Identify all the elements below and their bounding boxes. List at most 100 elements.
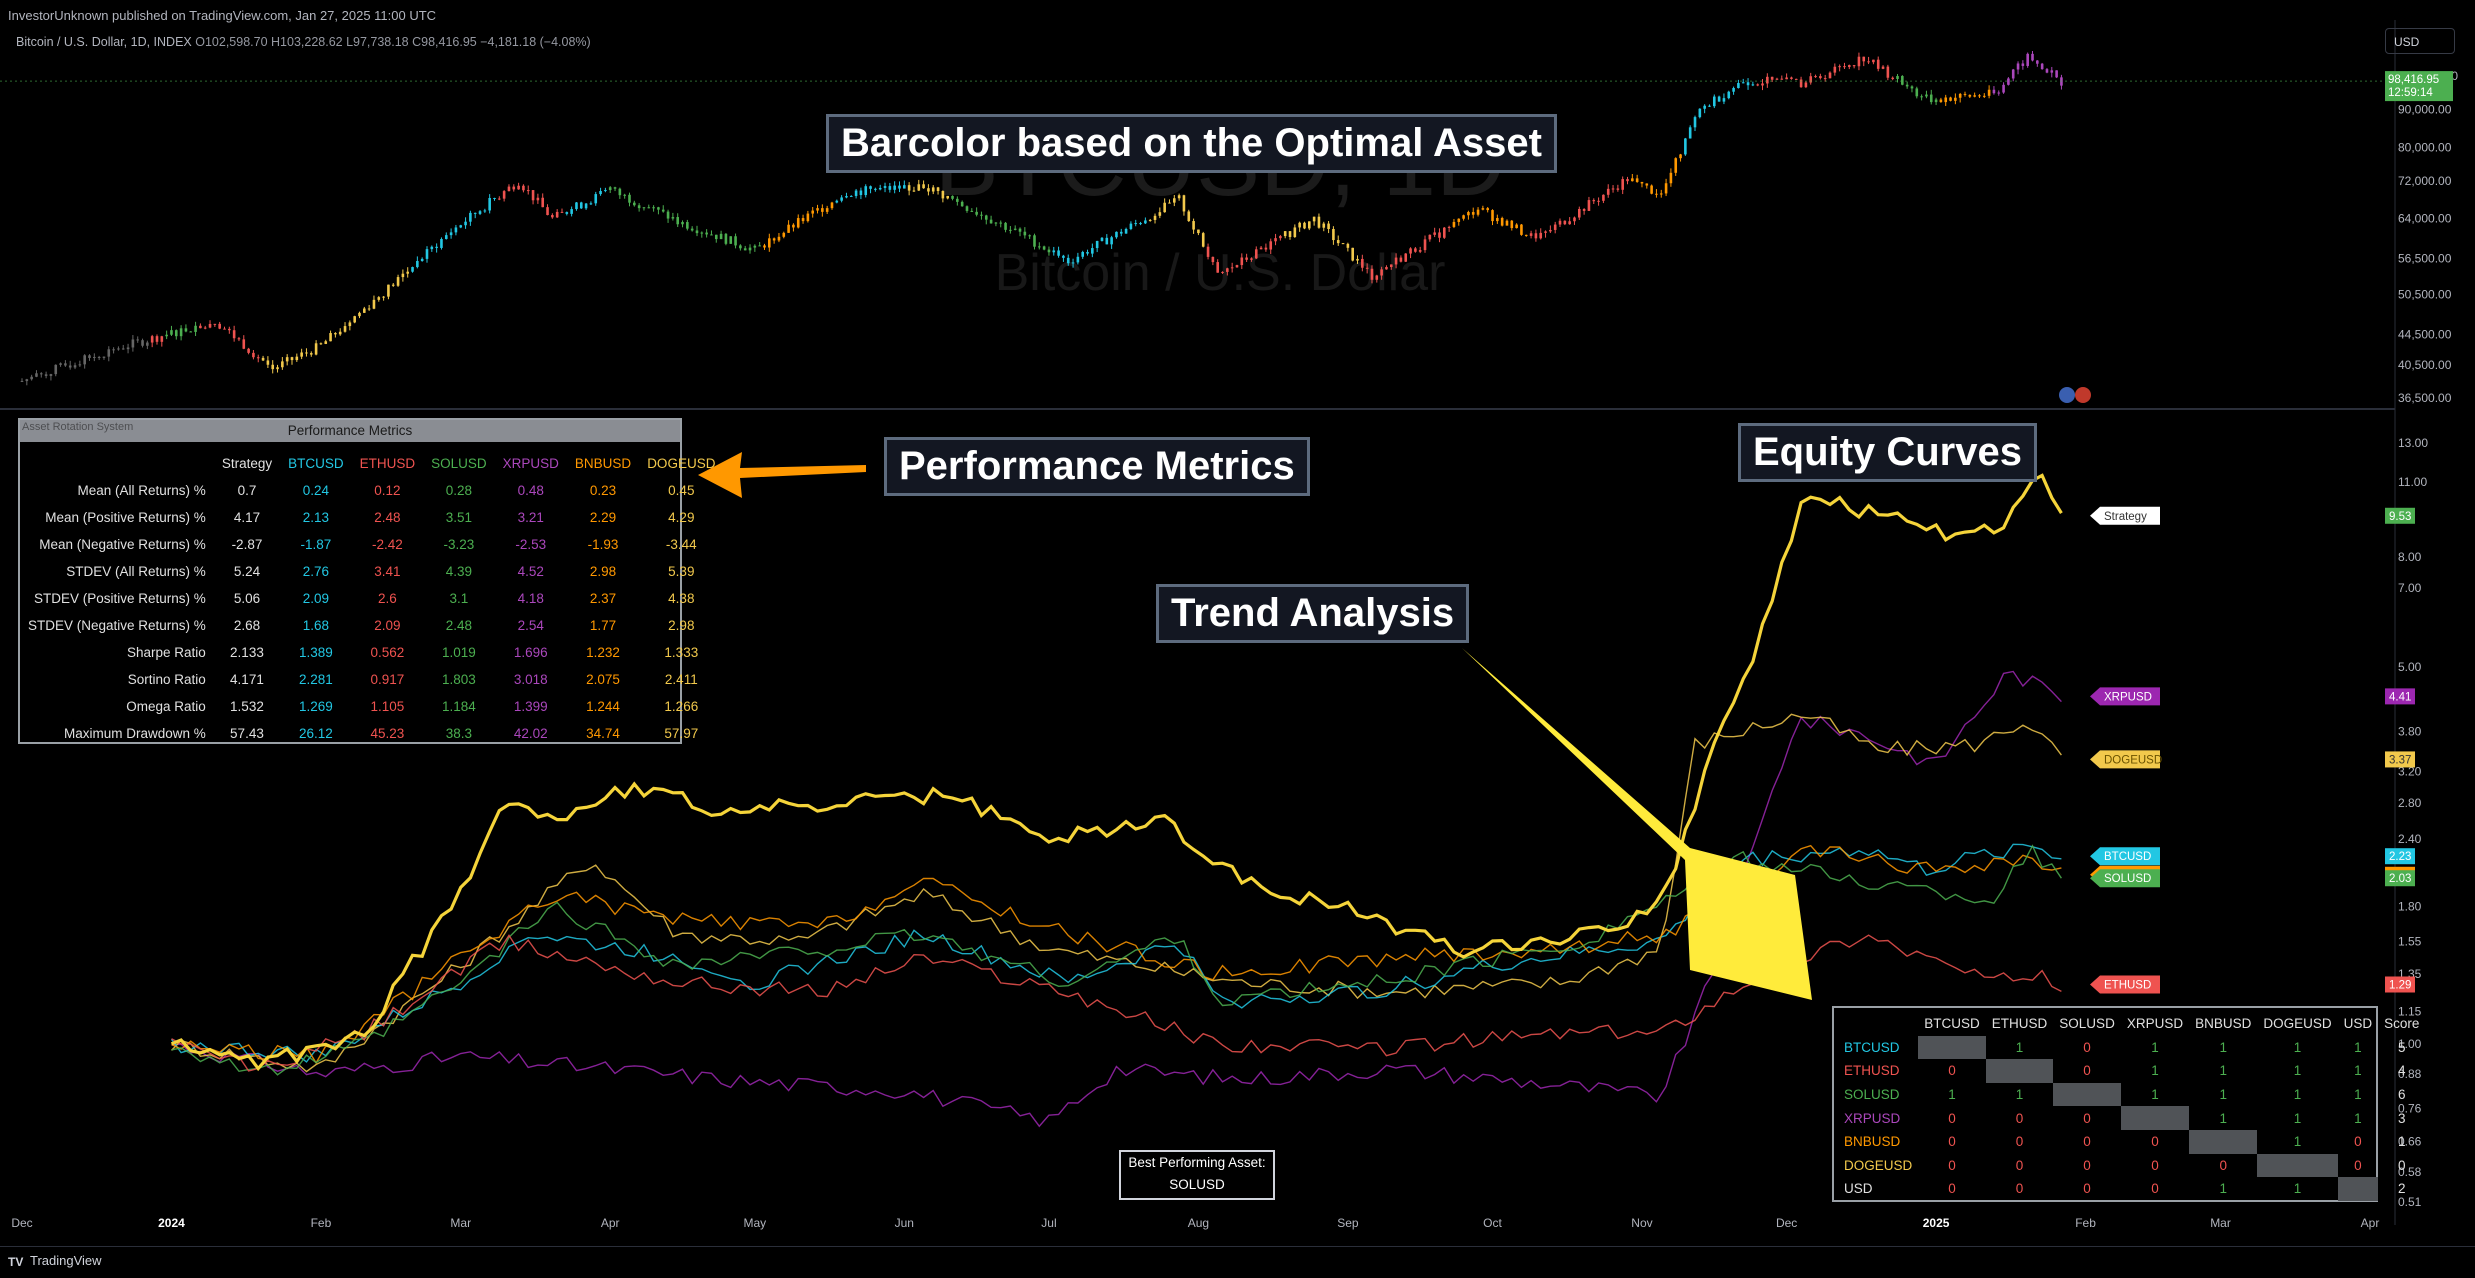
metrics-cell: 26.12 (298, 726, 333, 741)
tradingview-logo-icon[interactable]: TV (8, 1255, 24, 1269)
trend-cell: 0 (2083, 1181, 2091, 1197)
trend-cell: 1 (2354, 1087, 2362, 1103)
candle-body (281, 361, 284, 368)
candle-body (956, 198, 959, 202)
trend-row-label: USD (1844, 1181, 1873, 1197)
candle-body (430, 246, 434, 250)
metrics-col-header: XRPUSD (502, 456, 559, 471)
candle-body (309, 353, 313, 355)
time-axis-tick: Dec (1776, 1216, 1797, 1230)
candle-body (1828, 72, 1832, 79)
time-axis-tick: Sep (1337, 1216, 1359, 1230)
metrics-cell: 42.02 (513, 726, 548, 741)
equity-axis-tick: 1.80 (2398, 899, 2422, 913)
symbol-legend: Bitcoin / U.S. Dollar, 1D, INDEX O102,59… (16, 35, 591, 49)
candle-body (792, 224, 795, 228)
candle-body (1746, 82, 1750, 86)
candle-body (1939, 99, 1943, 103)
series-tag-label: DOGEUSD (2104, 754, 2162, 766)
metrics-corner (20, 450, 214, 477)
candle-body (49, 374, 53, 376)
equity-axis-tick: 1.00 (2398, 1037, 2422, 1051)
candle-body (893, 185, 896, 190)
trend-cell-diagonal (2337, 1177, 2379, 1201)
currency-button[interactable]: USD (2385, 28, 2455, 54)
price-axis-tick: 36,500.00 (2398, 391, 2452, 405)
candle-body (1086, 251, 1089, 254)
candle-body (30, 376, 33, 380)
candle-body (1544, 231, 1547, 233)
metrics-cell: 3.018 (513, 672, 548, 687)
series-tag-label: ETHUSD (2104, 979, 2151, 991)
candle-body (1177, 195, 1181, 199)
metrics-cell: 1.266 (664, 699, 699, 714)
candle-body (975, 211, 978, 215)
candle-body (936, 187, 940, 192)
candle-body (1423, 239, 1427, 251)
trend-cell: 1 (2293, 1110, 2302, 1126)
equity-axis-tick: 3.80 (2398, 724, 2422, 738)
candle-body (305, 352, 308, 354)
series-tag-ethusd: ETHUSD 1.29 (2090, 975, 2415, 994)
candle-body (295, 356, 299, 361)
candle-body (1857, 56, 1861, 67)
candle-body (541, 197, 545, 208)
candle-body (391, 284, 395, 286)
candle-body (1182, 195, 1186, 212)
candle-body (1592, 200, 1596, 202)
metrics-col-header: Strategy (221, 456, 273, 471)
metrics-cell: 2.281 (298, 672, 333, 687)
metrics-grid: Strategy BTCUSD ETHUSD SOLUSD XRPUSD BNBUSD DO… (20, 450, 723, 747)
candle-body (1954, 97, 1957, 101)
candle-body (888, 186, 892, 190)
candle-body (208, 323, 212, 328)
series-tag-label: Strategy (2104, 511, 2147, 523)
equity-axis-tick: 13.00 (2398, 436, 2428, 450)
trend-cell: 0 (2151, 1157, 2159, 1173)
series-tag-solusd: SOLUSD 2.03 (2090, 869, 2415, 888)
trend-cell: 1 (2219, 1063, 2227, 1079)
candle-body (1717, 96, 1721, 102)
trend-cell: 0 (1948, 1110, 1956, 1126)
candle-body (1467, 212, 1470, 216)
series-value: 2.03 (2389, 873, 2411, 885)
candle-body (150, 336, 154, 343)
candle-body (131, 339, 135, 348)
candle-body (1766, 76, 1769, 84)
candle-body (126, 347, 130, 350)
candle-body (931, 187, 935, 192)
footer-brand[interactable]: TradingView (30, 1253, 102, 1268)
equity-axis-tick: 2.80 (2398, 796, 2422, 810)
candle-body (2021, 63, 2025, 66)
trend-cell: 0 (2083, 1039, 2091, 1055)
candle-body (1799, 79, 1803, 88)
trend-cell: 1 (2151, 1063, 2159, 1079)
candle-body (686, 222, 689, 229)
trend-score: 4 (2398, 1063, 2406, 1079)
countdown-value: 12:59:14 (2388, 87, 2433, 99)
trend-analysis-table: BTCUSD ETHUSD SOLUSD XRPUSD BNBUSD DOGEUSD USD… (1832, 1006, 2419, 1202)
best-asset-box: Best Performing Asset: SOLUSD (1119, 1150, 1275, 1200)
candle-body (464, 221, 467, 226)
candle-body (425, 249, 429, 259)
candle-body (1684, 138, 1687, 155)
candle-body (59, 363, 62, 365)
footer-bar: TV TradingView (0, 1246, 2475, 1274)
candle-body (1785, 77, 1788, 80)
publish-info: InvestorUnknown published on TradingView… (8, 8, 437, 23)
candle-body (1187, 211, 1191, 222)
candle-body (324, 341, 328, 344)
candle-body (1819, 76, 1822, 79)
callout-barcolor: Barcolor based on the Optimal Asset (826, 114, 1557, 173)
candle-body (1322, 223, 1326, 228)
trend-cell: 1 (2219, 1039, 2227, 1055)
candle-body (1471, 212, 1475, 215)
candle-body (1978, 95, 1981, 97)
metrics-cell: 0.7 (237, 483, 257, 498)
metrics-cell: 0.23 (589, 483, 617, 498)
candle-body (25, 379, 29, 382)
candle-body (628, 194, 631, 203)
metrics-row-label: Maximum Drawdown % (64, 726, 206, 741)
trend-col-header: BTCUSD (1924, 1016, 1980, 1032)
